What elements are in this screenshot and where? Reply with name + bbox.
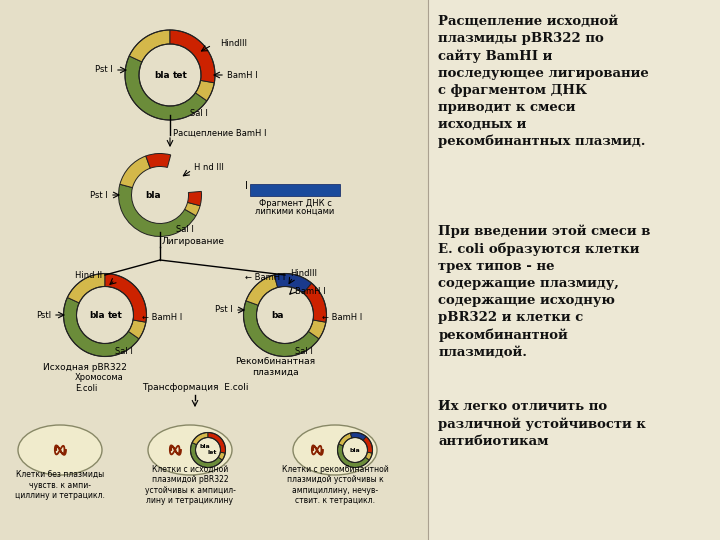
- Wedge shape: [303, 283, 326, 322]
- Text: tet: tet: [107, 310, 122, 320]
- Text: Трансформация  E.coli: Трансформация E.coli: [142, 382, 248, 392]
- Text: bla: bla: [154, 71, 170, 79]
- Text: Расщепление исходной
плазмиды рBR322 по
сайту BamHI и
последующее лигирование
с : Расщепление исходной плазмиды рBR322 по …: [438, 15, 649, 149]
- Wedge shape: [128, 320, 146, 339]
- Ellipse shape: [148, 425, 232, 475]
- Wedge shape: [243, 301, 319, 356]
- Wedge shape: [338, 444, 369, 468]
- Ellipse shape: [18, 425, 102, 475]
- Text: H nd III: H nd III: [194, 164, 224, 172]
- Text: Hind II: Hind II: [75, 271, 102, 280]
- Text: PstI: PstI: [36, 310, 51, 320]
- Text: Исходная рBR322: Исходная рBR322: [43, 362, 127, 372]
- Bar: [250, 184, 340, 196]
- Wedge shape: [365, 452, 372, 460]
- Text: bla: bla: [199, 444, 210, 449]
- Wedge shape: [146, 153, 171, 168]
- Text: Клетки с исходной
плазмидой рBR322
устойчивы к ампицил-
лину и тетрациклину: Клетки с исходной плазмидой рBR322 устой…: [145, 465, 235, 505]
- Text: I: I: [245, 181, 248, 191]
- Text: ← BamH I: ← BamH I: [322, 313, 362, 321]
- Text: Их легко отличить по
различной устойчивости к
антибиотикам: Их легко отличить по различной устойчиво…: [438, 400, 647, 448]
- Text: Pst I: Pst I: [215, 306, 233, 314]
- Wedge shape: [129, 30, 170, 62]
- Text: Sal I: Sal I: [295, 347, 313, 355]
- Text: BamH I: BamH I: [295, 287, 325, 295]
- Wedge shape: [208, 433, 225, 453]
- Bar: [428, 0, 720, 540]
- Wedge shape: [185, 202, 200, 216]
- Text: bla: bla: [350, 448, 360, 453]
- Wedge shape: [170, 30, 215, 83]
- Text: ba: ba: [271, 310, 284, 320]
- Text: Pst I: Pst I: [90, 191, 108, 199]
- Wedge shape: [119, 184, 196, 237]
- Text: Клетки с рекомбинантной
плазмидой устойчивы к
ампициллину, нечув-
ствит. к тетра: Клетки с рекомбинантной плазмидой устойч…: [282, 465, 388, 505]
- Text: ← BamH I: ← BamH I: [245, 273, 285, 281]
- Wedge shape: [120, 156, 150, 187]
- Text: let: let: [207, 450, 217, 456]
- Wedge shape: [191, 443, 222, 468]
- Text: При введении этой смеси в
E. coli образуются клетки
трех типов - не
содержащие п: При введении этой смеси в E. coli образу…: [438, 225, 651, 359]
- Wedge shape: [274, 273, 312, 293]
- Bar: [0, 0, 428, 540]
- Text: Хромосома
E.coli: Хромосома E.coli: [75, 373, 124, 393]
- Text: Фрагмент ДНК с: Фрагмент ДНК с: [258, 199, 331, 207]
- Wedge shape: [308, 320, 326, 339]
- Text: BamH I: BamH I: [227, 71, 258, 79]
- Text: bla: bla: [89, 310, 105, 320]
- Wedge shape: [218, 452, 225, 460]
- Wedge shape: [68, 273, 105, 303]
- Text: Pst I: Pst I: [95, 65, 113, 75]
- Wedge shape: [187, 191, 202, 206]
- Wedge shape: [363, 437, 372, 453]
- Text: Расщепление BamH I: Расщепление BamH I: [173, 129, 266, 138]
- Wedge shape: [125, 56, 207, 120]
- Text: Клетки без плазмиды
чувств. к ампи-
циллину и тетрацикл.: Клетки без плазмиды чувств. к ампи- цилл…: [15, 470, 105, 500]
- Wedge shape: [351, 433, 366, 441]
- Text: Рекомбинантная
плазмида: Рекомбинантная плазмида: [235, 357, 315, 377]
- Text: ← BamH I: ← BamH I: [142, 313, 182, 321]
- Text: HindIII: HindIII: [290, 268, 317, 278]
- Text: Sal I: Sal I: [176, 225, 194, 233]
- Text: HindIII: HindIII: [220, 38, 247, 48]
- Wedge shape: [192, 433, 208, 445]
- Wedge shape: [105, 273, 146, 322]
- Wedge shape: [195, 80, 215, 101]
- Wedge shape: [246, 275, 278, 305]
- Ellipse shape: [293, 425, 377, 475]
- Text: Sal I: Sal I: [115, 347, 133, 355]
- Text: Sal I: Sal I: [190, 109, 208, 118]
- Wedge shape: [338, 433, 352, 446]
- Text: липкими концами: липкими концами: [256, 206, 335, 215]
- Text: tet: tet: [173, 71, 187, 79]
- Wedge shape: [63, 298, 139, 356]
- Text: Лигирование: Лигирование: [162, 237, 225, 246]
- Text: bla: bla: [145, 191, 161, 199]
